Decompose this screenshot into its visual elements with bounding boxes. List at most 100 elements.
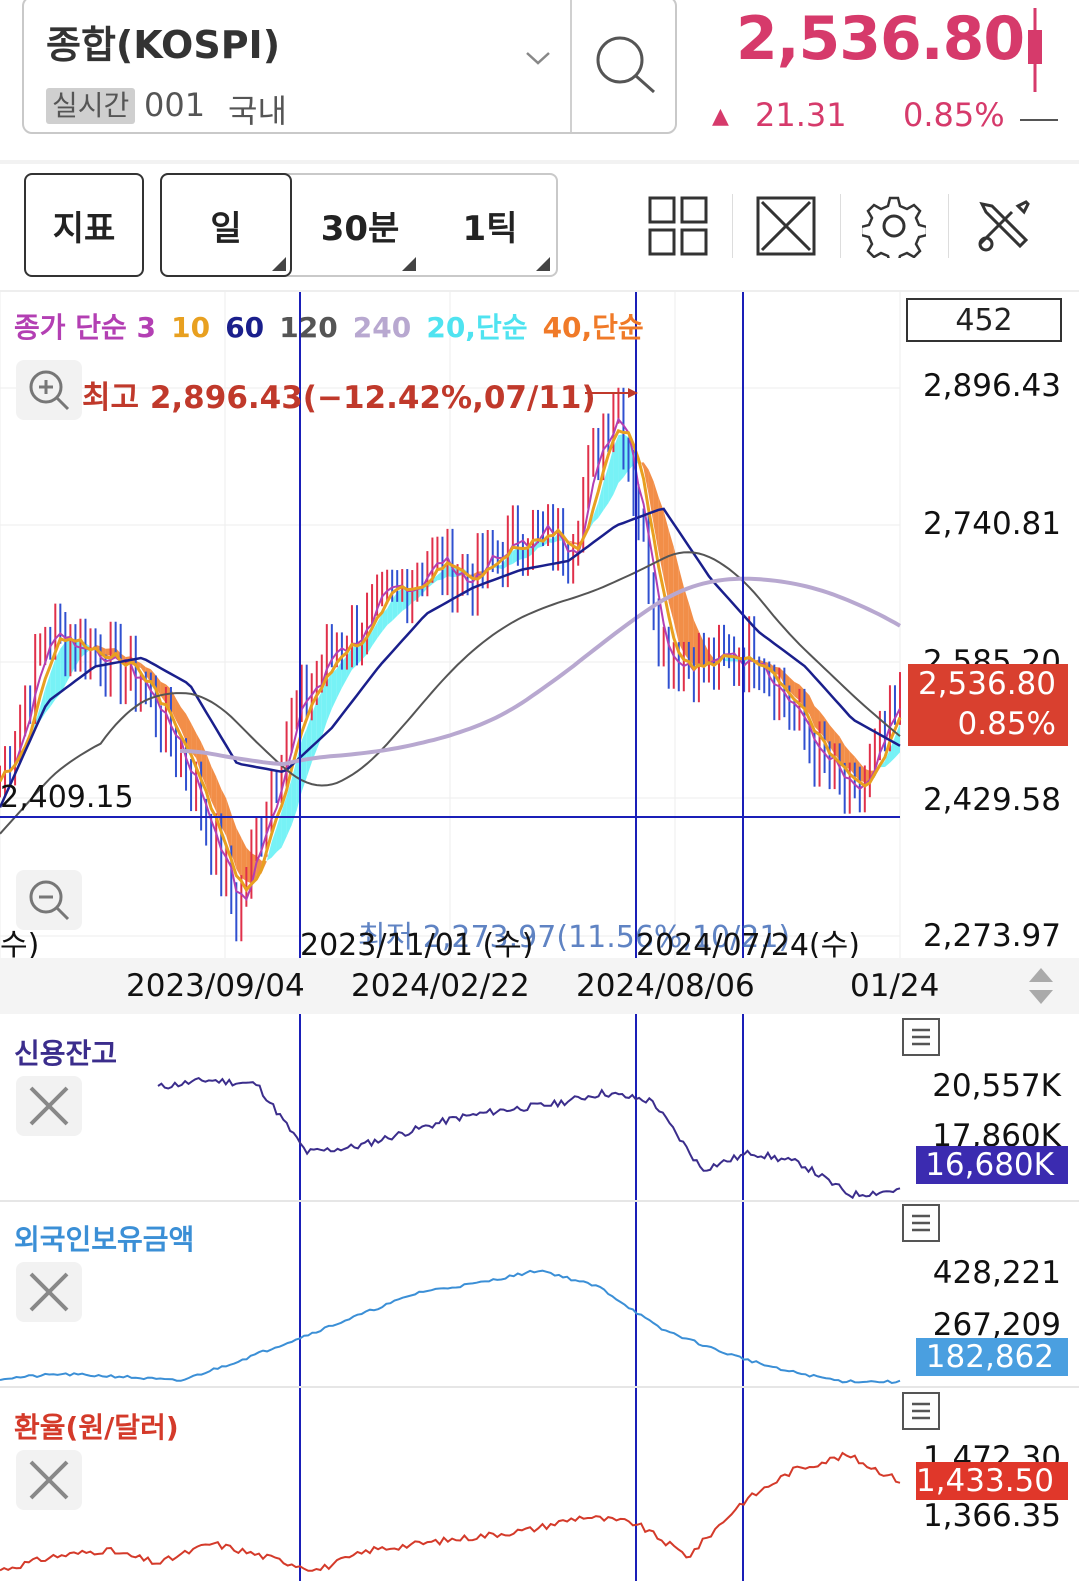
current-price: 2,536.80 [736,4,1025,74]
ma-ribbon [175,698,182,730]
ma-ribbon [105,648,111,658]
ma-ribbon [321,681,327,738]
ma-ribbon [437,570,443,581]
ma-ribbon [517,547,523,561]
ma-ribbon [170,688,176,721]
close-icon [29,1460,69,1500]
y-label: 1,366.35 [922,1498,1061,1534]
price-change: 21.31 [755,96,847,134]
ma-ribbon [402,588,408,612]
chevron-down-icon[interactable] [524,48,552,68]
period-day-button[interactable]: 일 [160,173,292,277]
ma-ribbon [693,619,699,667]
zoom-in-button[interactable] [16,360,82,420]
close-panel-button[interactable] [16,1076,82,1136]
ma-ribbon [216,776,222,827]
ma-ribbon [397,588,403,616]
ma-ribbon [226,798,232,854]
divider [732,194,733,258]
crosshair-date-left: 수) [0,928,40,963]
ma-ribbon [286,779,292,837]
ma-ribbon [573,541,579,545]
zoom-out-button[interactable] [16,870,82,930]
divider [948,194,949,258]
last-price-badge: 2,536.80 0.85% [908,664,1068,746]
panel-title-foreign: 외국인보유금액 [14,1223,195,1256]
ma-ribbon [643,462,649,495]
low-annotation: 최저 2,273.97(11.56%,10/21) [358,920,791,955]
ma-ribbon [70,640,76,676]
search-icon[interactable] [590,30,660,100]
sort-arrows-icon[interactable] [1024,964,1058,1008]
ma-ribbon [894,723,900,758]
grid-layout-icon[interactable] [646,194,710,258]
ma-ribbon [140,663,146,676]
ma-ribbon [246,847,252,884]
realtime-badge: 실시간 [46,88,136,124]
y-label: 20,557K [932,1068,1061,1104]
credit-balance-line [157,1076,901,1200]
y-label: 267,209 [932,1307,1061,1343]
high-arrow-head [628,388,638,398]
ma-ribbon [221,788,227,836]
ma-ribbon [377,613,383,639]
ma-ribbon [55,648,61,700]
bar-count-box[interactable]: 452 [906,298,1062,342]
ma-ribbon [829,724,835,755]
chart-area[interactable] [0,292,1079,1581]
corner-marker [402,257,416,271]
ma-ribbon [854,756,860,781]
crosshair-value: 2,409.15 [0,780,134,815]
date-axis[interactable] [0,958,1079,1014]
symbol-name[interactable]: 종합(KOSPI) [46,23,281,67]
ma-ribbon [502,554,508,570]
ma-ribbon [442,565,448,580]
ma-ribbon [306,714,312,778]
indicator-button[interactable]: 지표 [24,173,144,277]
period-30min-button[interactable]: 30분 [320,208,400,249]
ma-ribbon [497,564,503,570]
period-tick-button[interactable]: 1틱 [462,208,518,249]
ma-ribbon [271,827,277,858]
ma-ribbon [512,547,518,564]
panel-menu-icon[interactable] [902,1204,940,1242]
ma-ribbon [884,749,890,768]
close-panel-button[interactable] [16,1450,82,1510]
ma-ribbon [351,645,357,670]
ma-ribbon [789,677,795,697]
ma-ribbon [60,641,66,695]
panel-menu-icon[interactable] [902,1392,940,1430]
ma-ribbon [276,811,282,853]
ma-ribbon [839,736,845,768]
ma-ribbon [181,707,187,742]
ma-ribbon [336,661,342,699]
ma-ribbon [160,681,166,704]
close-panel-button[interactable] [16,1262,82,1322]
price-change-pct: 0.85% [903,96,1005,134]
ma120-line [0,551,901,835]
ma-ribbon [618,434,624,483]
tools-icon[interactable] [972,194,1036,258]
ma-ribbon [683,586,689,661]
fx-rate-line [0,1451,901,1572]
ma-ribbon [593,502,599,523]
ma240-line [180,576,901,767]
y-label: 2,896.43 [922,368,1061,404]
foreign-holding-line [0,1269,901,1385]
date-label: 2023/09/04 [126,968,305,1004]
panel-last-badge: 182,862 [916,1338,1068,1376]
legend-ma60: 60 [225,311,265,344]
ma-ribbon [548,538,554,544]
close-icon [29,1086,69,1126]
ma-ribbon [326,673,332,722]
ma-ribbon [613,435,619,495]
legend-ma3: 종가 단순 3 [14,311,157,344]
ma-ribbon [341,655,347,688]
gear-icon[interactable] [862,194,926,258]
ma-ribbon [191,723,197,759]
panel-menu-icon[interactable] [902,1018,940,1056]
ma-ribbon [316,691,322,750]
ma-ribbon [553,533,559,544]
ma-ribbon [653,481,659,553]
expand-icon[interactable] [754,194,818,258]
